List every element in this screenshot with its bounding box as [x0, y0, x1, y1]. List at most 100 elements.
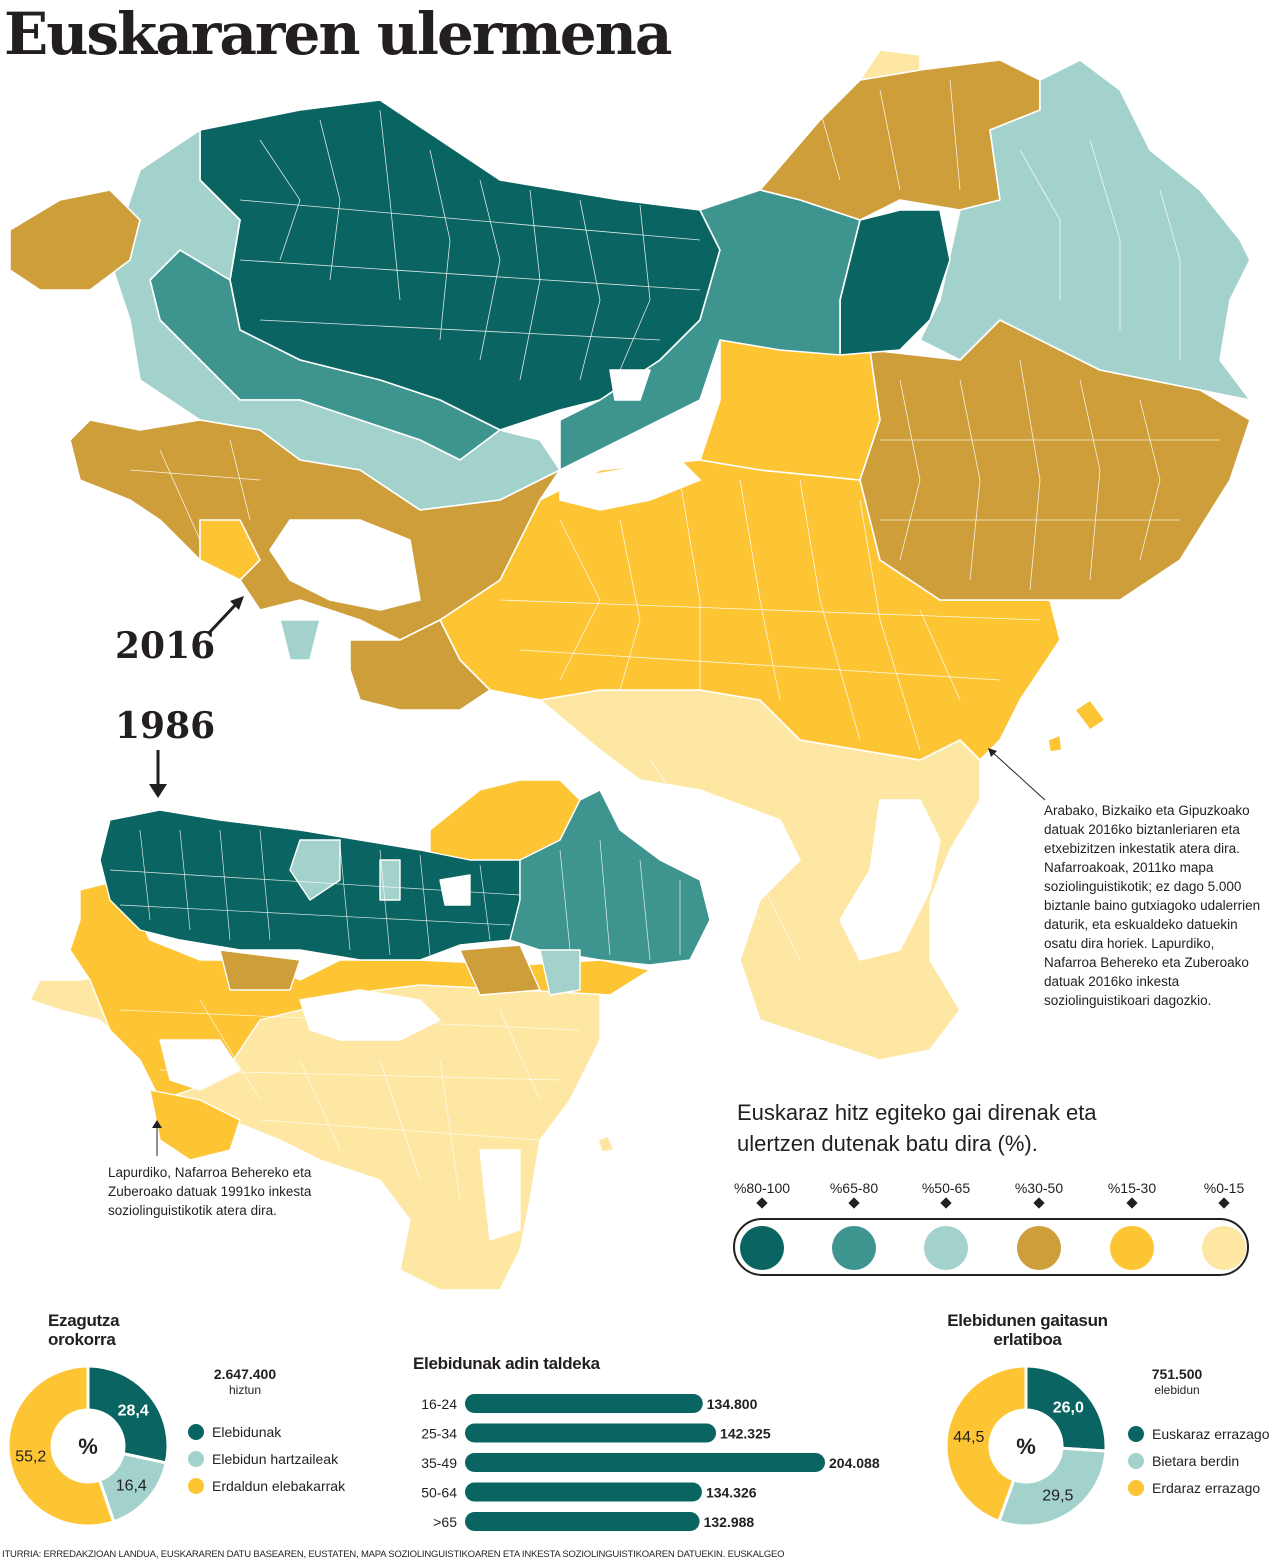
map-2016-region-araba-yellow [199, 519, 261, 581]
map-1986-nodata-2 [159, 1039, 241, 1091]
map-1986-region-ochre-2 [219, 949, 301, 991]
bar [465, 1512, 700, 1531]
bar-chart: 16-24 134.800 25-34 142.325 35-49 204.088 50-6… [421, 1394, 880, 1531]
pie1-total-value: 2.647.400 [213, 1366, 277, 1382]
pie2-center-label: % [1016, 1434, 1036, 1459]
pie2-slice-label: 29,5 [1042, 1487, 1073, 1504]
map-1986-nodata-3 [479, 1149, 521, 1241]
note-1986-leader-icon [152, 1120, 162, 1156]
map-2016-region-basse-navarre-light [919, 59, 1251, 401]
legend-intro: Euskaraz hitz egiteko gai direnak eta ul… [737, 1100, 1097, 1156]
legend-marker-icon [848, 1197, 860, 1209]
legend-swatch-0-15 [1202, 1226, 1246, 1270]
map-2016-nodata-ebro [609, 369, 651, 401]
pie1-slice-label: 16,4 [116, 1478, 147, 1495]
map-1986-region-east-mid [509, 789, 711, 966]
arrow-2016-icon [206, 596, 244, 636]
map-1986-note: Lapurdiko, Nafarroa Behereko eta Zuberoa… [108, 1165, 312, 1218]
pie2-slice [1024, 1364, 1108, 1453]
legend-label-15-30: %15-30 [1107, 1180, 1157, 1196]
legend-marker-icon [1033, 1197, 1045, 1209]
legend-marker-icon [1126, 1197, 1138, 1209]
pie2-total-unit: elebidun [1154, 1383, 1200, 1397]
footer-source: ITURRIA: ERREDAKZIOAN LANDUA, EUSKARAREN… [2, 1549, 785, 1560]
pie2-chart: 26,0 29,5 44,5% [944, 1364, 1108, 1528]
note-2016-leader-icon [988, 748, 1046, 801]
legend-swatch-15-30 [1110, 1226, 1154, 1270]
map-1986-region-ochre-1 [459, 944, 541, 996]
pie1-legend-item: Elebidun hartzaileak [188, 1448, 345, 1470]
pie2-legend-label: Bietara berdin [1152, 1453, 1240, 1469]
pie1-legend-item: Erdaldun elebakarrak [188, 1475, 345, 1497]
map-2016-region-coast-lightest [859, 49, 921, 81]
pie2-total-value: 751.500 [1151, 1366, 1203, 1382]
legend-label-80-100: %80-100 [733, 1180, 791, 1196]
pie1-total-unit: hiztun [228, 1383, 262, 1397]
legend-dot-icon [1128, 1453, 1144, 1469]
map-2016-region-araba-south-ochre [349, 619, 491, 711]
bar-value-label: 134.326 [706, 1485, 757, 1501]
arrow-1986-icon [149, 750, 167, 798]
map-1986-region-light-1 [289, 839, 341, 901]
pie1-slice [6, 1364, 116, 1528]
legend-swatch-65-80 [832, 1226, 876, 1270]
bar-category-label: 25-34 [421, 1426, 457, 1442]
pie1-slice [86, 1364, 170, 1465]
bar-value-label: 204.088 [829, 1455, 880, 1471]
legend-dot-icon [1128, 1426, 1144, 1442]
pie2-legend-item: Erdaraz errazago [1128, 1477, 1270, 1499]
bar-category-label: 50-64 [421, 1485, 457, 1501]
bar [465, 1482, 702, 1502]
pie2-legend-item: Bietara berdin [1128, 1450, 1270, 1472]
legend-swatch-30-50 [1017, 1226, 1061, 1270]
pie1-slice-label: 28,4 [118, 1403, 149, 1420]
map-1986-nodata-1 [299, 989, 441, 1041]
bar-chart-title: Elebidunak adin taldeka [413, 1354, 600, 1373]
map-2016-nodata-vitoria [269, 519, 421, 611]
map-2016-nodata-pamplona-basin [559, 459, 701, 511]
legend-dot-icon [188, 1478, 204, 1494]
legend-label-50-65: %50-65 [921, 1180, 971, 1196]
bar-value-label: 134.800 [707, 1396, 758, 1412]
map-2016-region-treviño-light [279, 619, 321, 661]
legend-marker-icon [940, 1197, 952, 1209]
pie2-slice-label: 44,5 [953, 1429, 984, 1446]
pie1-legend-label: Erdaldun elebakarrak [212, 1478, 346, 1494]
legend-box [733, 1218, 1249, 1276]
map-1986-region-light-3 [539, 949, 581, 996]
legend-dot-icon [188, 1451, 204, 1467]
legend-swatch-50-65 [924, 1226, 968, 1270]
map-2016-region-navarre-north-yellow [699, 339, 881, 481]
bar-value-label: 142.325 [720, 1426, 771, 1442]
legend-marker-icon [1218, 1197, 1230, 1209]
pie1-legend: Elebidunak Elebidun hartzaileak Erdaldun… [188, 1421, 345, 1497]
pie2-legend-label: Euskaraz errazago [1152, 1426, 1270, 1442]
pie2-slice [996, 1446, 1108, 1528]
legend-dot-icon [1128, 1480, 1144, 1496]
map-1986-enclave [597, 1135, 615, 1153]
pie2-title: Elebidunen gaitasun erlatiboa [947, 1311, 1108, 1349]
map-1986-region-southwest-yellow [149, 1089, 241, 1161]
map-2016 [9, 49, 1251, 1061]
bar-value-label: 132.988 [704, 1514, 755, 1530]
bar-category-label: 16-24 [421, 1396, 457, 1412]
pie2-legend-label: Erdaraz errazago [1152, 1480, 1261, 1496]
year-2016-label: 2016 [115, 625, 216, 667]
pie1-legend-label: Elebidunak [212, 1424, 282, 1440]
legend-label-30-50: %30-50 [1014, 1180, 1064, 1196]
pie2-legend: Euskaraz errazago Bietara berdin Erdaraz… [1128, 1423, 1270, 1499]
bar-category-label: >65 [433, 1514, 457, 1530]
pie1-chart: 28,4 16,4 55,2% [6, 1364, 170, 1528]
pie2-slice [944, 1364, 1028, 1524]
pie2-slice-label: 26,0 [1053, 1399, 1084, 1416]
legend-dot-icon [188, 1424, 204, 1440]
year-1986-label: 1986 [115, 705, 216, 747]
pie1-legend-item: Elebidunak [188, 1421, 345, 1443]
map-2016-enclave-1 [1074, 699, 1106, 731]
map-2016-region-encartaciones-ochre [9, 189, 141, 291]
map-1986-nodata-4 [439, 874, 471, 906]
map-2016-nodata-south-east [839, 799, 941, 961]
pie1-center-label: % [78, 1434, 98, 1459]
bar [465, 1423, 717, 1443]
map-2016-enclave-2 [1047, 734, 1063, 753]
